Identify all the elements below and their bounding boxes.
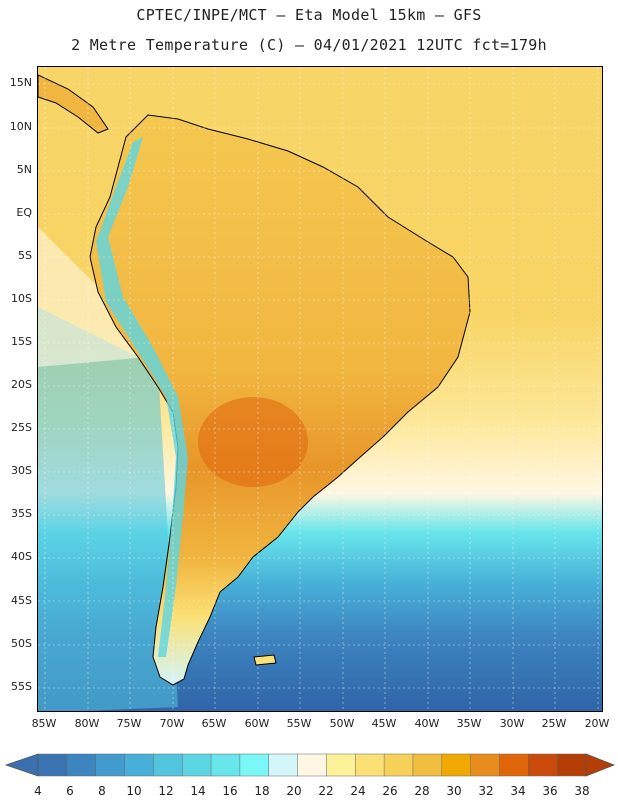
- colorbar-cell: [297, 753, 327, 777]
- lon-label-70w: 70W: [159, 717, 185, 730]
- colorbar-cell: [153, 753, 183, 777]
- temperature-colorbar: [4, 753, 616, 777]
- colorbar-label-38: 38: [574, 784, 590, 798]
- lat-label-45s: 45S: [11, 594, 32, 607]
- lon-label-40w: 40W: [414, 717, 440, 730]
- lon-label-75w: 75W: [116, 717, 142, 730]
- colorbar-cells: [37, 753, 587, 777]
- colorbar-cell: [499, 753, 529, 777]
- lon-label-85w: 85W: [31, 717, 57, 730]
- temperature-map: [37, 66, 603, 712]
- colorbar-cell: [355, 753, 385, 777]
- lon-label-65w: 65W: [201, 717, 227, 730]
- lat-label-30s: 30S: [11, 464, 32, 477]
- colorbar-cell: [441, 753, 472, 777]
- colorbar-label-24: 24: [350, 784, 366, 798]
- colorbar-cell: [470, 753, 501, 777]
- lat-label-25s: 25S: [11, 421, 32, 434]
- colorbar-label-6: 6: [66, 784, 74, 798]
- hot-core-region: [198, 397, 308, 487]
- colorbar-label-30: 30: [446, 784, 462, 798]
- colorbar-cell: [268, 753, 299, 777]
- central-america-landmass: [38, 74, 109, 134]
- lat-label-5n: 5N: [16, 163, 32, 176]
- colorbar-cell: [556, 753, 587, 777]
- lon-label-30w: 30W: [499, 717, 525, 730]
- colorbar-cell: [181, 753, 212, 777]
- colorbar-label-20: 20: [286, 784, 302, 798]
- lat-label-10n: 10N: [9, 120, 32, 133]
- colorbar-cell: [66, 753, 97, 777]
- colorbar-label-28: 28: [414, 784, 430, 798]
- colorbar-label-12: 12: [158, 784, 174, 798]
- map-subtitle: 2 Metre Temperature (C) – 04/01/2021 12U…: [71, 36, 547, 54]
- map-graticule: [38, 67, 602, 711]
- colorbar-label-36: 36: [542, 784, 558, 798]
- colorbar-cell: [124, 753, 154, 777]
- south-america-landmass: [89, 114, 471, 686]
- lon-label-50w: 50W: [329, 717, 355, 730]
- pacific-cool-zone: [38, 307, 178, 711]
- colorbar-label-18: 18: [254, 784, 270, 798]
- lon-label-45w: 45W: [371, 717, 397, 730]
- lat-label-5s: 5S: [18, 249, 32, 262]
- lon-label-25w: 25W: [541, 717, 567, 730]
- lat-label-55s: 55S: [11, 680, 32, 693]
- lon-label-55w: 55W: [286, 717, 312, 730]
- colorbar-label-16: 16: [222, 784, 238, 798]
- lon-label-60w: 60W: [244, 717, 270, 730]
- lon-label-20w: 20W: [584, 717, 610, 730]
- lon-label-80w: 80W: [74, 717, 100, 730]
- colorbar-cell: [95, 753, 126, 777]
- colorbar-right-arrow: [585, 753, 616, 777]
- lat-label-20s: 20S: [11, 378, 32, 391]
- colorbar-label-4: 4: [34, 784, 42, 798]
- colorbar-cell: [412, 753, 443, 777]
- andes-cold-strip: [96, 137, 188, 657]
- colorbar-label-26: 26: [382, 784, 398, 798]
- falkland-islands: [253, 654, 277, 666]
- colorbar-cell: [383, 753, 414, 777]
- colorbar-cell: [239, 753, 270, 777]
- lat-label-40s: 40S: [11, 550, 32, 563]
- colorbar-cell: [37, 753, 68, 777]
- map-title: CPTEC/INPE/MCT – Eta Model 15km – GFS: [136, 6, 482, 24]
- colorbar-left-arrow: [4, 753, 39, 777]
- colorbar-label-32: 32: [478, 784, 494, 798]
- lat-label-35s: 35S: [11, 507, 32, 520]
- lon-label-35w: 35W: [456, 717, 482, 730]
- lat-label-50s: 50S: [11, 637, 32, 650]
- lat-label-15s: 15S: [11, 335, 32, 348]
- colorbar-label-14: 14: [190, 784, 206, 798]
- colorbar-cell: [210, 753, 241, 777]
- lat-label-eq: EQ: [16, 206, 32, 219]
- lat-label-15n: 15N: [9, 76, 32, 89]
- colorbar-label-22: 22: [318, 784, 334, 798]
- colorbar-label-8: 8: [98, 784, 106, 798]
- colorbar-label-10: 10: [126, 784, 142, 798]
- colorbar-cell: [326, 753, 356, 777]
- map-canvas: [38, 67, 602, 711]
- colorbar-cell: [528, 753, 558, 777]
- colorbar-label-34: 34: [510, 784, 526, 798]
- lat-label-10s: 10S: [11, 292, 32, 305]
